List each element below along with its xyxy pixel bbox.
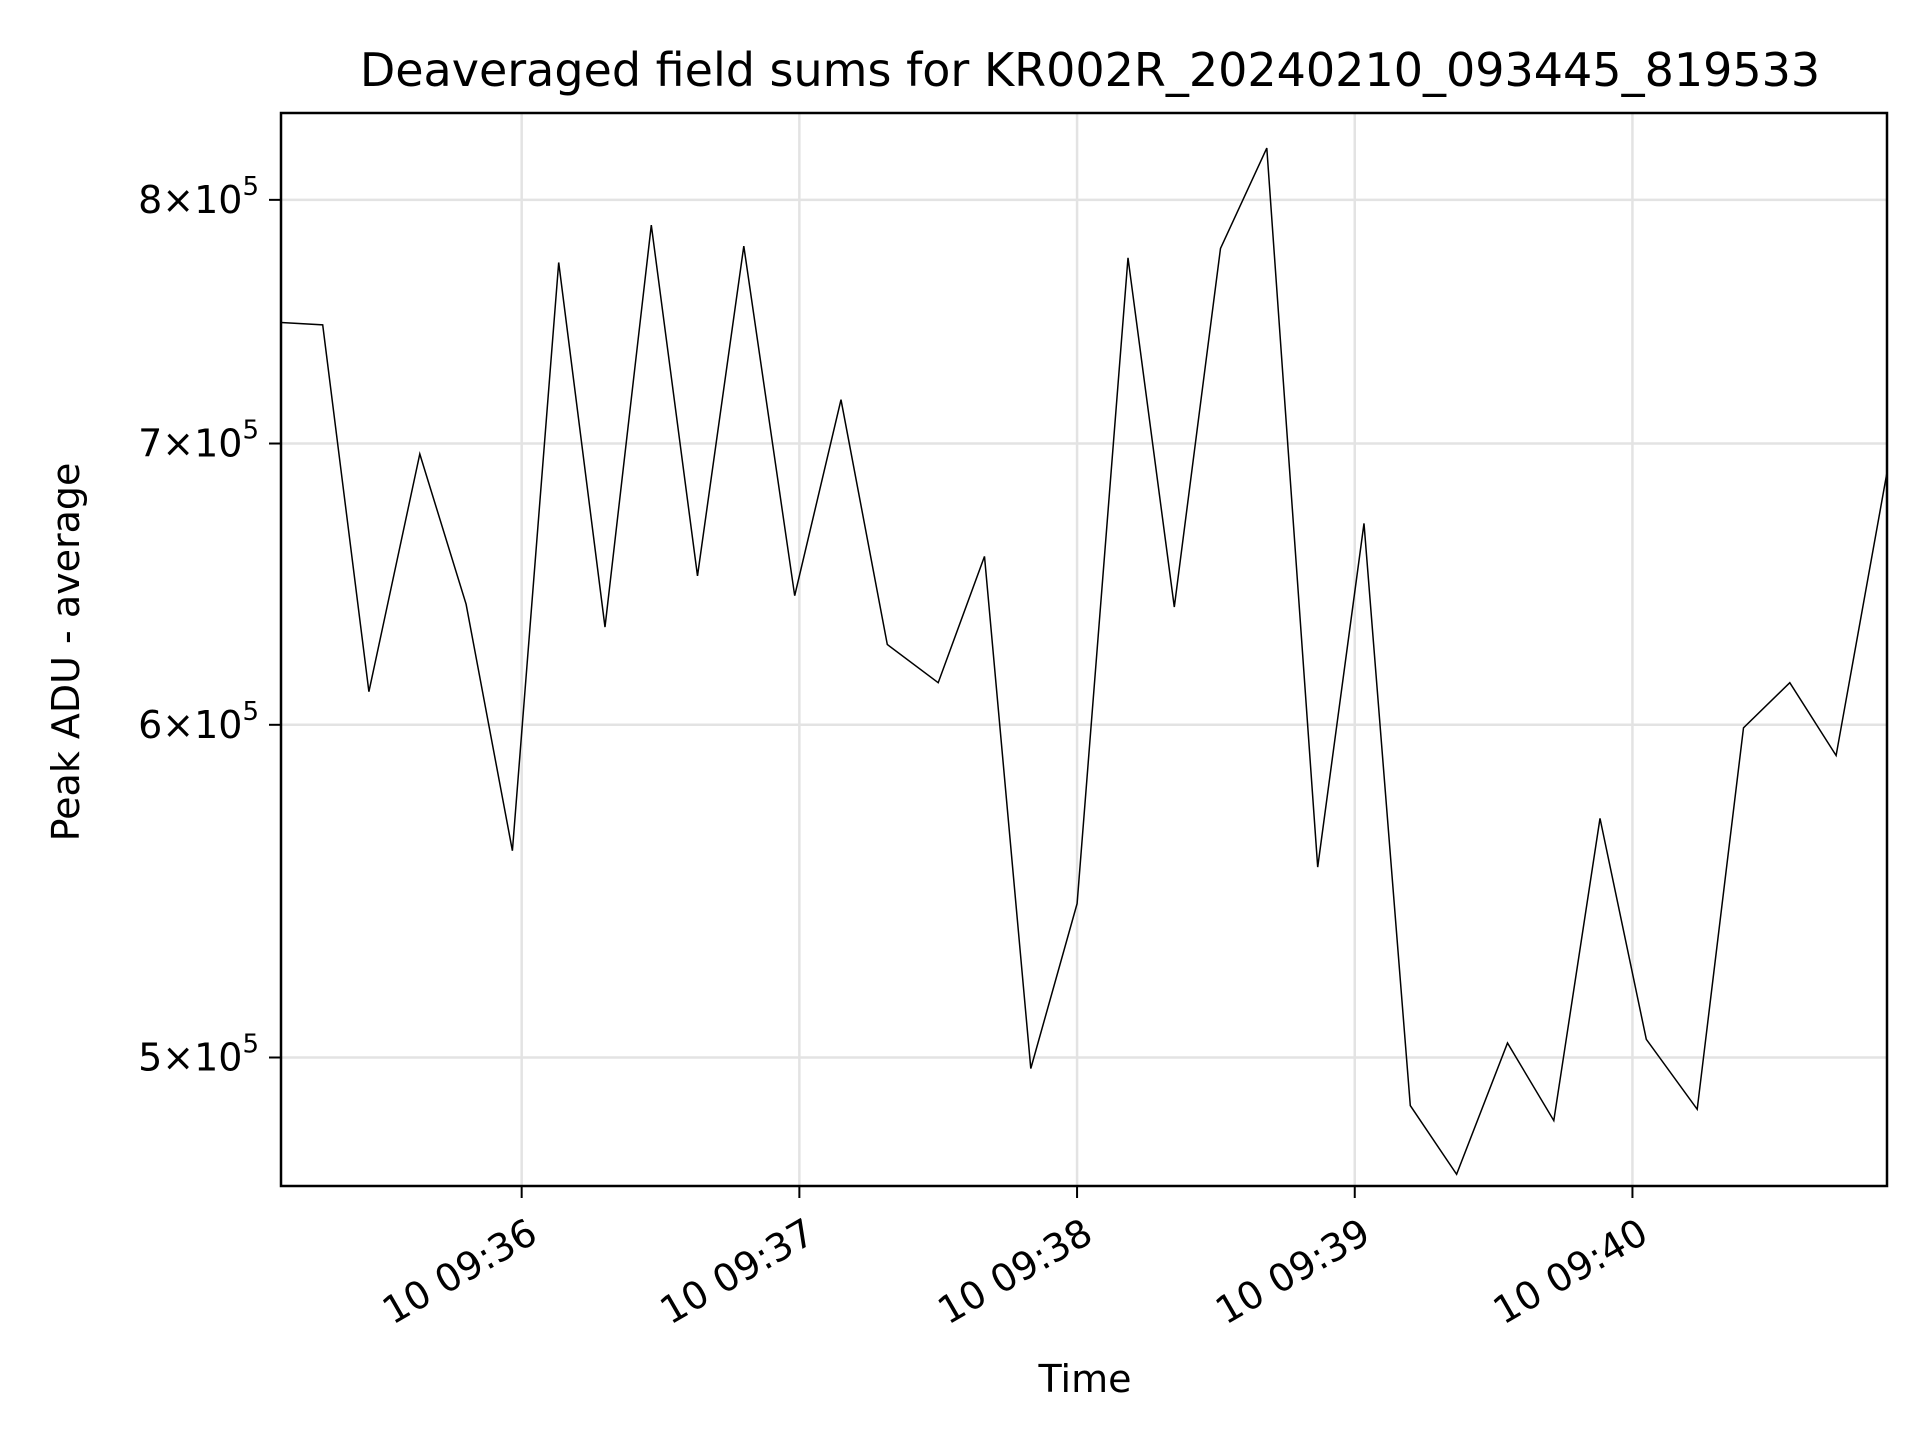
series-layer xyxy=(280,147,1888,1176)
plot-frame xyxy=(279,111,1889,1188)
y-tick-label: 8×105 xyxy=(138,172,259,222)
grid xyxy=(281,113,1887,1186)
y-tick-label: 7×105 xyxy=(138,416,259,466)
x-axis-label: Time xyxy=(1038,1357,1132,1401)
series-line xyxy=(280,147,1888,1176)
y-tick-label: 6×105 xyxy=(138,697,259,747)
y-axis: 5×105 6×105 7×105 8×105 xyxy=(138,172,281,1079)
y-tick-label: 5×105 xyxy=(138,1029,259,1079)
y-axis-label: Peak ADU - average xyxy=(44,463,88,842)
chart-title: Deaveraged field sums for KR002R_2024021… xyxy=(360,43,1820,97)
